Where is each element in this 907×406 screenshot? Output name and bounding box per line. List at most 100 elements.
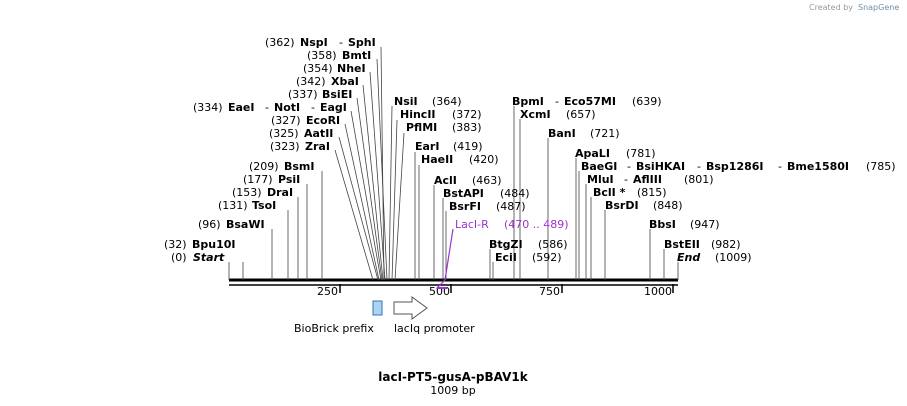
separator: - (624, 173, 628, 186)
site-position: (586) (538, 238, 568, 251)
site-btgzi[interactable]: BtgZI (586) (489, 238, 568, 251)
site-position: (323) (270, 140, 300, 153)
feature-biobrick-prefix[interactable]: BioBrick prefix (294, 300, 383, 335)
site-start[interactable]: (0) Start (171, 251, 225, 264)
site-position: (592) (532, 251, 562, 264)
site-position: (327) (271, 114, 301, 127)
site-zrai[interactable]: (323) ZraI (270, 140, 330, 153)
site-name: HincII (400, 108, 436, 121)
ruler-tick-label: 1000 (644, 285, 672, 298)
site-ecii[interactable]: EciI (592) (495, 251, 562, 264)
site-bsteii[interactable]: BstEII (982) (664, 238, 741, 251)
site-name: End (677, 251, 700, 264)
site-name: BsaWI (226, 218, 265, 231)
site-position: (364) (432, 95, 462, 108)
site-name: BanI (548, 127, 576, 140)
site-bpu10i[interactable]: (32) Bpu10I (164, 238, 236, 251)
site-name: Start (193, 251, 225, 264)
site-bsmi[interactable]: (209) BsmI (249, 160, 315, 173)
site-name: BclI * (593, 186, 626, 199)
separator: - (339, 36, 343, 49)
site-position: (419) (453, 140, 483, 153)
site-bsrdi[interactable]: BsrDI (848) (605, 199, 683, 212)
site-name: Eco57MI (564, 95, 616, 108)
site-haeii[interactable]: HaeII (420) (421, 153, 499, 166)
leader-zrai (334, 149, 374, 281)
primer-name: LacI-R (455, 218, 489, 231)
site-psii[interactable]: (177) PsiI (243, 173, 300, 186)
site-bani[interactable]: BanI (721) (548, 127, 620, 140)
map-title: lacI-PT5-gusA-pBAV1k 1009 bp (378, 370, 528, 397)
site-aatii[interactable]: (325) AatII (269, 127, 333, 140)
site-position: (334) (193, 101, 223, 114)
site-position: (484) (500, 187, 530, 200)
site-name: SphI (348, 36, 376, 49)
site-bsrfi[interactable]: BsrFI (487) (449, 200, 526, 213)
site-name: BsrFI (449, 200, 481, 213)
site-position: (721) (590, 127, 620, 140)
site-xcmi[interactable]: XcmI (657) (520, 108, 596, 121)
site-position: (785) (866, 160, 896, 173)
separator: - (311, 101, 315, 114)
site-position: (342) (296, 75, 326, 88)
site-position: (209) (249, 160, 279, 173)
site-name: EagI (320, 101, 347, 114)
site-position: (325) (269, 127, 299, 140)
site-xbai[interactable]: (342) XbaI (296, 75, 359, 88)
site-name: BsrDI (605, 199, 639, 212)
site-bpmi-eco57mi[interactable]: BpmI - Eco57MI (639) (512, 95, 662, 108)
site-bcli[interactable]: BclI * (815) (593, 186, 667, 199)
site-drai[interactable]: (153) DraI (232, 186, 293, 199)
site-name: NsiI (394, 95, 418, 108)
site-position: (131) (218, 199, 248, 212)
site-position: (372) (452, 108, 482, 121)
site-name: AclI (434, 174, 457, 187)
ruler-tick-label: 750 (539, 285, 560, 298)
site-name: DraI (267, 186, 293, 199)
site-name: NspI (300, 36, 328, 49)
site-position: (420) (469, 153, 499, 166)
site-name: BsmI (284, 160, 315, 173)
site-bbsi[interactable]: BbsI (947) (649, 218, 720, 231)
site-position: (354) (303, 62, 333, 75)
site-pflmi[interactable]: PflMI (383) (406, 121, 482, 134)
leader-nsii (388, 105, 393, 281)
site-position: (383) (452, 121, 482, 134)
site-position: (815) (637, 186, 667, 199)
site-nsii[interactable]: NsiI (364) (394, 95, 462, 108)
leader-aatii (338, 136, 379, 281)
site-apali[interactable]: ApaLI (781) (575, 147, 656, 160)
site-baegi-group[interactable]: BaeGI - BsiHKAI - Bsp1286I - Bme1580I (7… (581, 160, 896, 173)
site-tsoi[interactable]: (131) TsoI (218, 199, 276, 212)
snapgene-credit: Created by SnapGene (809, 3, 899, 12)
site-eari[interactable]: EarI (419) (415, 140, 483, 153)
site-bmti[interactable]: (358) BmtI (307, 49, 371, 62)
site-ecori[interactable]: (327) EcoRI (271, 114, 340, 127)
site-name: PsiI (278, 173, 300, 186)
site-name: Bpu10I (192, 238, 236, 251)
site-position: (848) (653, 199, 683, 212)
sequence-length: 1009 bp (430, 384, 475, 397)
credit-brand: SnapGene (858, 3, 899, 12)
feature-label: BioBrick prefix (294, 322, 374, 335)
site-eaei-noti-eagi[interactable]: (334) EaeI - NotI - EagI (193, 101, 347, 114)
site-name: BpmI (512, 95, 544, 108)
site-bstapi[interactable]: BstAPI (484) (443, 187, 530, 200)
site-hincii[interactable]: HincII (372) (400, 108, 482, 121)
site-mlui-afliii[interactable]: MluI - AflIII (801) (587, 173, 714, 186)
site-nspi-sphi[interactable]: (362) NspI - SphI (265, 36, 376, 49)
site-end[interactable]: End (1009) (677, 251, 752, 264)
primer-laci-r[interactable]: LacI-R (470 .. 489) (435, 218, 569, 289)
feature-label: lacIq promoter (394, 322, 475, 335)
primer-range: (470 .. 489) (504, 218, 569, 231)
feature-laciq-promoter[interactable]: lacIq promoter (393, 296, 475, 335)
site-bsiei[interactable]: (337) BsiEI (288, 88, 352, 101)
site-name: EaeI (228, 101, 255, 114)
site-acli[interactable]: AclI (463) (434, 174, 502, 187)
site-name: NheI (337, 62, 366, 75)
site-position: (947) (690, 218, 720, 231)
site-nhei[interactable]: (354) NheI (303, 62, 366, 75)
site-name: BsiHKAI (636, 160, 685, 173)
site-bsawi[interactable]: (96) BsaWI (198, 218, 265, 231)
leader-pflmi (394, 132, 405, 281)
